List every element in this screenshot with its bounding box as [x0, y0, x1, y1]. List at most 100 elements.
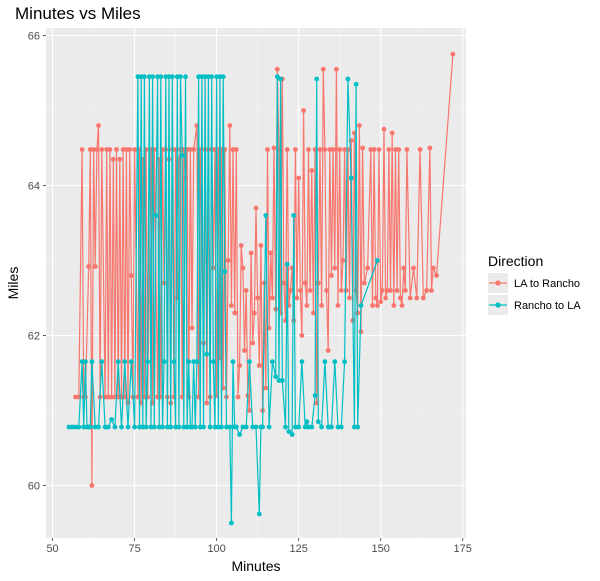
data-point-rancho-to-la: [224, 424, 229, 430]
data-point-la-to-rancho: [227, 123, 233, 128]
data-point-la-to-rancho: [379, 288, 385, 293]
data-point-la-to-rancho: [191, 147, 197, 152]
data-point-rancho-to-la: [266, 424, 272, 430]
data-point-rancho-to-la: [247, 359, 252, 365]
data-point-la-to-rancho: [347, 295, 352, 301]
data-point-rancho-to-la: [312, 393, 318, 398]
data-point-rancho-to-la: [156, 424, 162, 430]
data-point-rancho-to-la: [125, 424, 131, 430]
x-tick-label: 50: [46, 543, 58, 555]
y-tick-label: 64: [28, 181, 40, 193]
data-point-rancho-to-la: [179, 153, 185, 158]
data-point-la-to-rancho: [124, 147, 129, 152]
data-point-rancho-to-la: [304, 419, 310, 425]
data-point-rancho-to-la: [220, 74, 226, 80]
data-point-rancho-to-la: [355, 424, 361, 430]
data-point-rancho-to-la: [166, 74, 172, 80]
data-point-rancho-to-la: [352, 424, 357, 430]
data-point-rancho-to-la: [192, 424, 198, 430]
data-point-rancho-to-la: [197, 424, 203, 430]
data-point-rancho-to-la: [284, 261, 290, 267]
data-point-la-to-rancho: [381, 126, 387, 132]
data-point-la-to-rancho: [402, 288, 408, 293]
data-point-rancho-to-la: [168, 424, 174, 430]
chart-title: Minutes vs Miles: [15, 4, 141, 23]
data-point-la-to-rancho: [301, 108, 306, 113]
data-point-la-to-rancho: [360, 145, 365, 151]
data-point-la-to-rancho: [107, 147, 113, 152]
legend-key-point-rancho-to-la: [495, 302, 501, 308]
data-point-rancho-to-la: [128, 359, 134, 365]
data-point-rancho-to-la: [353, 81, 359, 87]
data-point-la-to-rancho: [376, 147, 382, 152]
data-point-la-to-rancho: [294, 295, 300, 301]
data-point-rancho-to-la: [73, 424, 78, 430]
data-point-rancho-to-la: [207, 424, 213, 430]
data-point-la-to-rancho: [96, 123, 101, 128]
data-point-la-to-rancho: [99, 147, 105, 152]
data-point-la-to-rancho: [424, 288, 429, 293]
data-point-rancho-to-la: [87, 424, 93, 430]
data-point-la-to-rancho: [258, 243, 264, 248]
data-point-la-to-rancho: [334, 66, 339, 72]
data-point-la-to-rancho: [263, 385, 269, 391]
data-point-la-to-rancho: [401, 265, 407, 271]
data-point-la-to-rancho: [434, 273, 439, 278]
data-point-la-to-rancho: [306, 147, 311, 152]
data-point-rancho-to-la: [315, 419, 321, 425]
data-point-la-to-rancho: [109, 394, 114, 400]
data-point-la-to-rancho: [238, 243, 244, 248]
data-point-la-to-rancho: [309, 168, 315, 173]
data-point-la-to-rancho: [338, 288, 344, 293]
data-point-la-to-rancho: [368, 147, 374, 152]
data-point-rancho-to-la: [92, 424, 98, 430]
data-point-la-to-rancho: [327, 147, 333, 152]
data-point-la-to-rancho: [399, 303, 405, 308]
data-point-la-to-rancho: [371, 147, 377, 152]
data-point-la-to-rancho: [94, 147, 100, 152]
data-point-rancho-to-la: [227, 424, 233, 430]
data-point-rancho-to-la: [112, 424, 118, 430]
data-point-la-to-rancho: [284, 147, 290, 152]
data-point-rancho-to-la: [233, 424, 239, 430]
data-point-la-to-rancho: [293, 147, 298, 152]
data-point-la-to-rancho: [315, 280, 321, 286]
data-point-la-to-rancho: [232, 310, 238, 316]
data-point-rancho-to-la: [201, 424, 206, 430]
data-point-la-to-rancho: [235, 394, 241, 400]
data-point-la-to-rancho: [353, 288, 359, 293]
data-point-la-to-rancho: [427, 145, 433, 151]
data-point-rancho-to-la: [143, 424, 149, 430]
data-point-rancho-to-la: [165, 424, 170, 430]
data-point-la-to-rancho: [117, 156, 123, 162]
data-point-rancho-to-la: [260, 424, 265, 430]
data-point-la-to-rancho: [243, 288, 249, 293]
data-point-rancho-to-la: [276, 378, 282, 383]
data-point-rancho-to-la: [329, 424, 334, 430]
data-point-rancho-to-la: [240, 424, 246, 430]
data-point-rancho-to-la: [158, 74, 164, 80]
data-point-la-to-rancho: [299, 333, 305, 338]
data-point-la-to-rancho: [110, 156, 116, 162]
data-point-rancho-to-la: [109, 417, 114, 422]
data-point-rancho-to-la: [148, 424, 154, 430]
data-point-la-to-rancho: [365, 265, 370, 271]
data-point-la-to-rancho: [329, 273, 334, 278]
data-point-la-to-rancho: [204, 400, 210, 406]
x-tick-label: 100: [207, 543, 225, 555]
data-point-rancho-to-la: [83, 359, 88, 365]
legend-title: Direction: [488, 253, 543, 269]
data-point-la-to-rancho: [340, 258, 346, 263]
data-point-la-to-rancho: [83, 394, 88, 400]
data-point-la-to-rancho: [330, 147, 336, 152]
data-point-rancho-to-la: [140, 424, 146, 430]
data-point-la-to-rancho: [386, 147, 392, 152]
data-point-la-to-rancho: [375, 303, 380, 308]
data-point-la-to-rancho: [345, 147, 351, 152]
data-point-la-to-rancho: [388, 288, 393, 293]
data-point-la-to-rancho: [297, 288, 303, 293]
data-point-rancho-to-la: [194, 359, 200, 365]
series-rancho-to-la: [66, 74, 380, 526]
data-point-rancho-to-la: [81, 424, 87, 430]
data-point-rancho-to-la: [212, 424, 218, 430]
